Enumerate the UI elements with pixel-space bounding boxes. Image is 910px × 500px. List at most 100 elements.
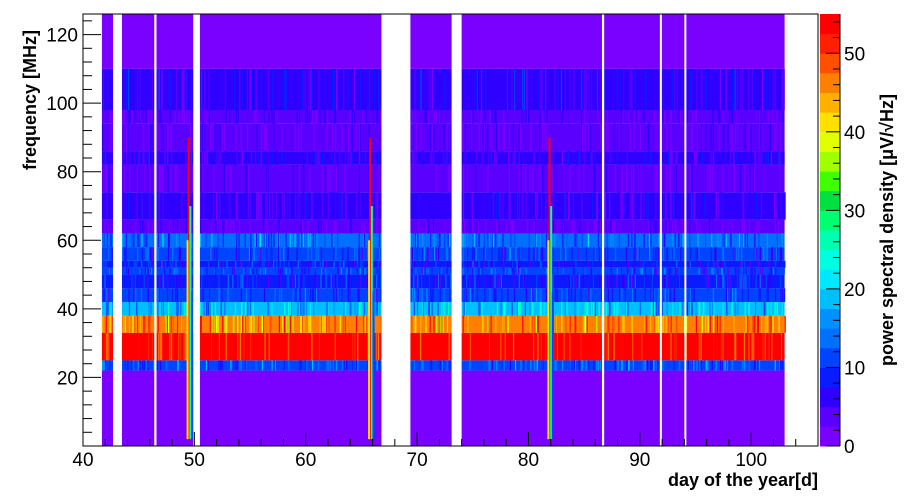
texture-streak xyxy=(216,123,218,152)
texture-streak xyxy=(478,233,480,248)
texture-streak xyxy=(315,110,317,124)
texture-streak xyxy=(161,260,163,268)
colorbar-step xyxy=(820,151,840,172)
texture-streak xyxy=(773,267,775,275)
texture-streak xyxy=(321,315,323,333)
texture-streak xyxy=(767,302,769,316)
texture-streak xyxy=(238,110,240,124)
texture-streak xyxy=(716,267,718,275)
texture-streak xyxy=(518,274,520,289)
texture-streak xyxy=(439,267,441,275)
texture-streak xyxy=(202,332,204,361)
texture-streak xyxy=(323,260,326,268)
texture-streak xyxy=(498,274,500,289)
texture-streak xyxy=(178,110,180,124)
texture-streak xyxy=(303,68,305,110)
texture-streak xyxy=(751,68,753,110)
texture-streak xyxy=(728,274,731,289)
texture-streak xyxy=(139,267,141,275)
texture-streak xyxy=(281,68,283,110)
texture-streak xyxy=(419,288,421,302)
texture-streak xyxy=(216,219,219,234)
texture-streak xyxy=(615,267,617,275)
texture-streak xyxy=(468,164,470,193)
texture-streak xyxy=(301,288,303,302)
texture-streak xyxy=(520,164,523,193)
texture-streak xyxy=(448,302,450,316)
y-axis-title: frequency [MHz] xyxy=(20,30,40,170)
texture-streak xyxy=(725,288,728,302)
texture-streak xyxy=(141,260,143,268)
texture-streak xyxy=(214,302,216,316)
texture-streak xyxy=(475,151,478,165)
texture-streak xyxy=(121,233,123,248)
texture-streak xyxy=(703,233,706,248)
texture-streak xyxy=(540,288,542,302)
texture-streak xyxy=(133,260,136,268)
texture-streak xyxy=(253,260,255,268)
texture-streak xyxy=(302,192,305,220)
texture-streak xyxy=(207,332,209,361)
texture-streak xyxy=(240,151,242,165)
texture-streak xyxy=(722,233,724,248)
texture-streak xyxy=(262,247,264,261)
texture-streak xyxy=(334,315,336,333)
texture-streak xyxy=(641,267,644,275)
texture-streak xyxy=(149,267,151,275)
texture-streak xyxy=(171,192,174,220)
texture-streak xyxy=(690,247,692,261)
texture-streak xyxy=(414,68,416,110)
texture-streak xyxy=(199,164,201,193)
texture-streak xyxy=(780,151,783,165)
texture-streak xyxy=(666,274,668,289)
texture-streak xyxy=(605,123,607,152)
texture-streak xyxy=(704,332,706,361)
texture-streak xyxy=(214,151,216,165)
texture-streak xyxy=(155,192,158,220)
texture-streak xyxy=(143,151,145,165)
texture-streak xyxy=(543,302,545,316)
texture-streak xyxy=(665,192,667,220)
texture-streak xyxy=(541,123,544,152)
texture-streak xyxy=(722,110,724,124)
texture-streak xyxy=(367,68,369,110)
texture-streak xyxy=(748,360,750,371)
texture-streak xyxy=(518,267,520,275)
texture-streak xyxy=(779,110,782,124)
texture-streak xyxy=(411,247,414,261)
texture-streak xyxy=(588,68,590,110)
texture-streak xyxy=(564,260,566,268)
texture-streak xyxy=(441,123,443,152)
texture-streak xyxy=(139,68,141,110)
texture-streak xyxy=(331,192,333,220)
texture-streak xyxy=(276,332,278,361)
texture-streak xyxy=(523,192,525,220)
texture-streak xyxy=(102,332,104,361)
texture-streak xyxy=(209,260,212,268)
texture-streak xyxy=(546,274,548,289)
texture-streak xyxy=(582,288,584,302)
texture-streak xyxy=(635,164,637,193)
texture-streak xyxy=(533,247,535,261)
texture-streak xyxy=(769,315,771,333)
transient-spike xyxy=(370,206,373,440)
texture-streak xyxy=(540,332,542,361)
texture-streak xyxy=(279,260,281,268)
texture-streak xyxy=(698,332,700,361)
texture-streak xyxy=(335,123,337,152)
texture-streak xyxy=(734,267,737,275)
texture-streak xyxy=(495,110,497,124)
texture-streak xyxy=(420,68,422,110)
texture-streak xyxy=(658,192,660,220)
texture-streak xyxy=(422,123,424,152)
texture-streak xyxy=(317,360,320,371)
texture-streak xyxy=(136,164,139,193)
texture-streak xyxy=(301,302,303,316)
texture-streak xyxy=(337,164,339,193)
texture-streak xyxy=(209,315,211,333)
texture-streak xyxy=(333,302,335,316)
texture-streak xyxy=(330,164,332,193)
texture-streak xyxy=(512,123,514,152)
texture-streak xyxy=(565,315,567,333)
texture-streak xyxy=(681,247,683,261)
